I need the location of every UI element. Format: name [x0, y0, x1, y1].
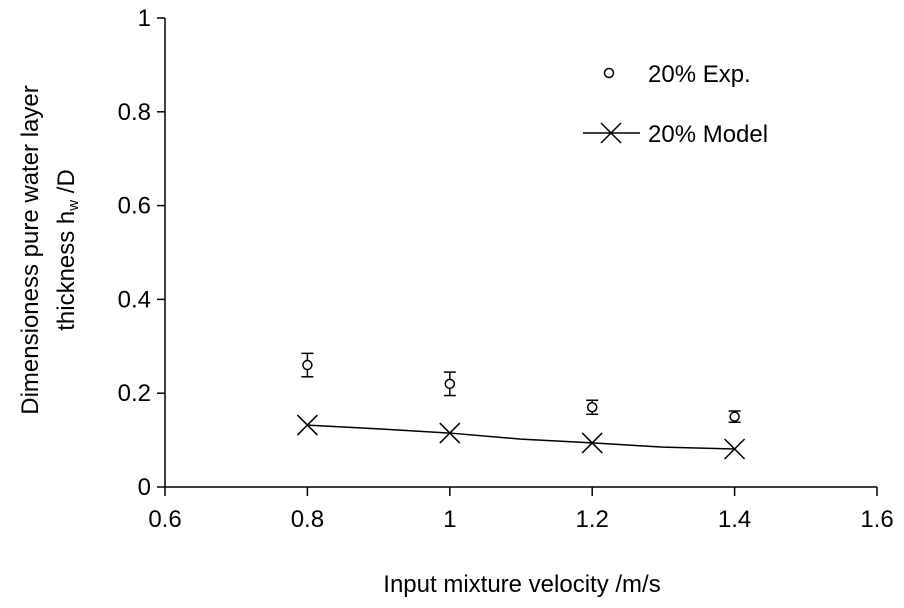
x-axis-title: Input mixture velocity /m/s: [383, 571, 660, 598]
x-tick-label: 0.8: [291, 506, 324, 533]
legend: 20% Exp. 20% Model: [583, 61, 768, 148]
model-point: [581, 432, 603, 454]
series-exp: [301, 352, 741, 424]
legend-item-exp: 20% Exp.: [603, 61, 751, 88]
model-point: [296, 414, 318, 436]
y-axis-title-tail: /D: [53, 169, 80, 200]
exp-point: [444, 378, 456, 390]
x-tick-label: 1.2: [576, 506, 609, 533]
x-tick-label: 1.6: [860, 506, 893, 533]
y-axis-title-main: thickness h: [53, 211, 80, 331]
model-point: [439, 422, 461, 444]
y-tick-label: 0.8: [118, 99, 151, 126]
x-ticks: 0.6 0.8 1 1.2 1.4 1.6: [148, 487, 894, 533]
y-tick-label: 0.4: [118, 286, 151, 313]
y-axis-title-line2: thickness hw /D: [53, 169, 82, 331]
exp-point: [729, 411, 740, 422]
model-line: [307, 424, 735, 450]
plot-area: [164, 18, 877, 488]
y-tick-label: 0.2: [118, 380, 151, 407]
x-tick-label: 0.6: [148, 506, 181, 533]
legend-exp-label: 20% Exp.: [648, 61, 751, 88]
x-tick-label: 1: [443, 506, 456, 533]
exp-point: [586, 402, 598, 413]
exp-point: [302, 359, 313, 371]
series-model: [296, 414, 746, 460]
y-tick-label: 1: [138, 5, 151, 32]
legend-item-model: 20% Model: [583, 121, 768, 148]
legend-model-x-b: [600, 122, 622, 144]
y-ticks: 0 0.2 0.4 0.6 0.8 1: [118, 5, 165, 501]
model-point: [724, 438, 746, 460]
y-tick-label: 0.6: [118, 193, 151, 220]
y-tick-label: 0: [138, 474, 151, 501]
legend-model-label: 20% Model: [648, 121, 768, 148]
y-axis-title-line1: Dimensioness pure water layer: [17, 85, 44, 414]
y-axis-title-subscript: w: [65, 200, 82, 212]
legend-exp-marker: [603, 67, 615, 79]
x-tick-label: 1.4: [718, 506, 751, 533]
